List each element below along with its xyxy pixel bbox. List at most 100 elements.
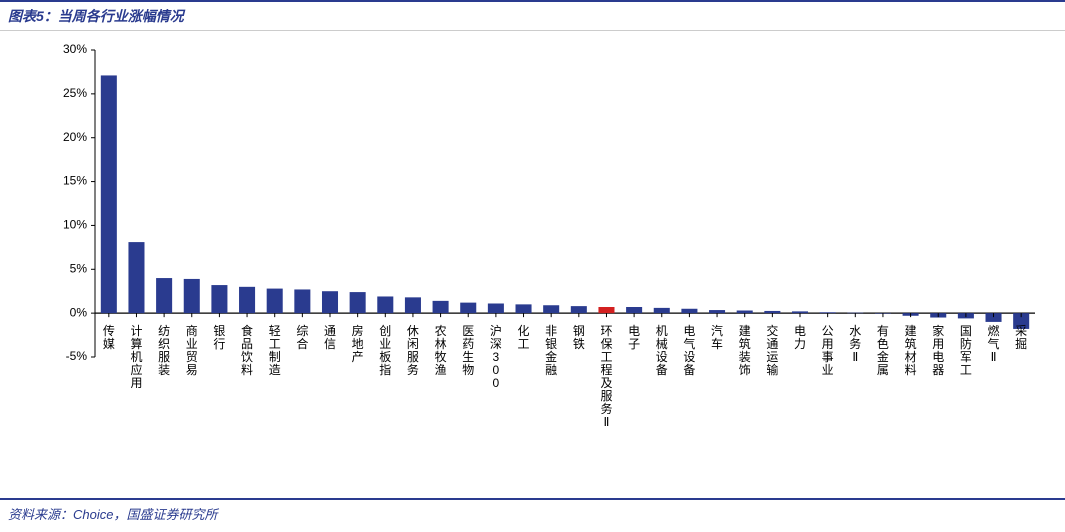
x-label: 轻工制造 xyxy=(269,324,281,377)
x-label: 环保工程及服务Ⅱ xyxy=(600,324,612,429)
bar xyxy=(571,306,587,313)
source-text: 资料来源：Choice，国盛证券研究所 xyxy=(8,507,217,522)
svg-text:易: 易 xyxy=(186,363,198,377)
svg-text:业: 业 xyxy=(379,337,391,351)
bar xyxy=(626,307,642,313)
svg-text:采: 采 xyxy=(1015,324,1027,338)
bar xyxy=(516,304,532,313)
svg-text:防: 防 xyxy=(960,336,972,351)
svg-text:燃: 燃 xyxy=(988,323,1000,338)
svg-text:织: 织 xyxy=(158,337,170,351)
svg-text:设: 设 xyxy=(656,350,668,364)
svg-text:用: 用 xyxy=(932,337,944,351)
svg-text:备: 备 xyxy=(683,363,695,377)
svg-text:非: 非 xyxy=(545,324,557,338)
svg-text:深: 深 xyxy=(490,337,502,351)
svg-text:装: 装 xyxy=(739,350,751,364)
svg-text:闲: 闲 xyxy=(407,337,419,351)
svg-text:运: 运 xyxy=(766,350,778,364)
x-label: 创业板指 xyxy=(379,324,391,377)
bar xyxy=(792,311,808,313)
svg-text:输: 输 xyxy=(766,362,778,377)
svg-text:0: 0 xyxy=(493,363,500,377)
x-label: 沪深300 xyxy=(490,324,502,390)
x-label: 钢铁 xyxy=(573,324,585,351)
svg-text:业: 业 xyxy=(822,363,834,377)
svg-text:25%: 25% xyxy=(63,86,87,100)
chart-area: -5%0%5%10%15%20%25%30%传媒计算机应用纺织服装商业贸易银行食… xyxy=(40,40,1045,482)
bar xyxy=(737,311,753,314)
bar xyxy=(764,311,780,313)
x-label: 银行 xyxy=(213,324,225,351)
svg-text:设: 设 xyxy=(683,350,695,364)
bar xyxy=(184,279,200,313)
svg-text:公: 公 xyxy=(822,324,834,338)
svg-text:10%: 10% xyxy=(63,218,87,232)
svg-text:工: 工 xyxy=(600,350,612,364)
footer-bar: 资料来源：Choice，国盛证券研究所 xyxy=(0,498,1065,524)
svg-text:气: 气 xyxy=(988,336,1000,351)
x-label: 家用电器 xyxy=(932,323,944,377)
x-label: 国防军工 xyxy=(960,324,972,377)
bar xyxy=(460,303,476,314)
svg-text:算: 算 xyxy=(130,336,142,351)
svg-text:药: 药 xyxy=(462,337,474,351)
x-label: 有色金属 xyxy=(877,324,889,377)
svg-text:指: 指 xyxy=(379,362,391,377)
bar-chart: -5%0%5%10%15%20%25%30%传媒计算机应用纺织服装商业贸易银行食… xyxy=(40,40,1045,482)
bar xyxy=(405,297,421,313)
svg-text:Ⅱ: Ⅱ xyxy=(852,350,858,364)
svg-text:有: 有 xyxy=(877,324,889,338)
svg-text:料: 料 xyxy=(905,363,917,377)
svg-text:0: 0 xyxy=(493,376,500,390)
bar xyxy=(322,291,338,313)
svg-text:5%: 5% xyxy=(70,261,88,275)
svg-text:创: 创 xyxy=(379,324,391,338)
svg-text:国: 国 xyxy=(960,324,972,338)
svg-text:服: 服 xyxy=(600,389,612,403)
x-label: 医药生物 xyxy=(462,324,474,377)
x-label: 公用事业 xyxy=(822,324,834,377)
svg-text:农: 农 xyxy=(435,324,447,338)
x-label: 休闲服务 xyxy=(407,324,419,377)
svg-text:工: 工 xyxy=(960,363,972,377)
svg-text:军: 军 xyxy=(960,350,972,364)
svg-text:保: 保 xyxy=(600,337,612,351)
svg-text:食: 食 xyxy=(241,323,253,338)
svg-text:务: 务 xyxy=(407,362,419,377)
x-label: 传媒 xyxy=(103,323,115,351)
x-label: 建筑材料 xyxy=(905,324,917,377)
svg-text:合: 合 xyxy=(296,336,308,351)
svg-text:传: 传 xyxy=(103,323,115,338)
x-label: 水务Ⅱ xyxy=(849,324,861,364)
svg-text:钢: 钢 xyxy=(573,324,585,338)
svg-text:银: 银 xyxy=(213,324,225,338)
svg-text:制: 制 xyxy=(269,350,281,364)
svg-text:牧: 牧 xyxy=(435,350,447,364)
svg-text:林: 林 xyxy=(435,337,447,351)
x-label: 化工 xyxy=(518,324,530,351)
x-label: 非银金融 xyxy=(545,324,557,377)
title-bar: 图表5：当周各行业涨幅情况 xyxy=(0,0,1065,31)
bar xyxy=(239,287,255,313)
svg-text:掘: 掘 xyxy=(1015,336,1027,351)
svg-text:色: 色 xyxy=(877,337,889,351)
svg-text:车: 车 xyxy=(711,336,723,351)
svg-text:地: 地 xyxy=(352,337,364,351)
bar xyxy=(681,309,697,313)
svg-text:材: 材 xyxy=(905,350,917,364)
svg-text:工: 工 xyxy=(269,337,281,351)
svg-text:产: 产 xyxy=(352,350,364,364)
x-label: 机械设备 xyxy=(656,324,668,377)
chart-title: 图表5：当周各行业涨幅情况 xyxy=(8,8,184,24)
svg-text:品: 品 xyxy=(241,337,253,351)
svg-text:生: 生 xyxy=(462,350,474,364)
x-label: 燃气Ⅱ xyxy=(988,323,1000,364)
svg-text:建: 建 xyxy=(905,324,917,338)
svg-text:事: 事 xyxy=(822,350,834,364)
x-label: 电气设备 xyxy=(683,324,695,377)
svg-text:属: 属 xyxy=(877,363,889,377)
bar xyxy=(128,242,144,313)
svg-text:家: 家 xyxy=(932,323,944,338)
x-label: 房地产 xyxy=(352,323,364,364)
